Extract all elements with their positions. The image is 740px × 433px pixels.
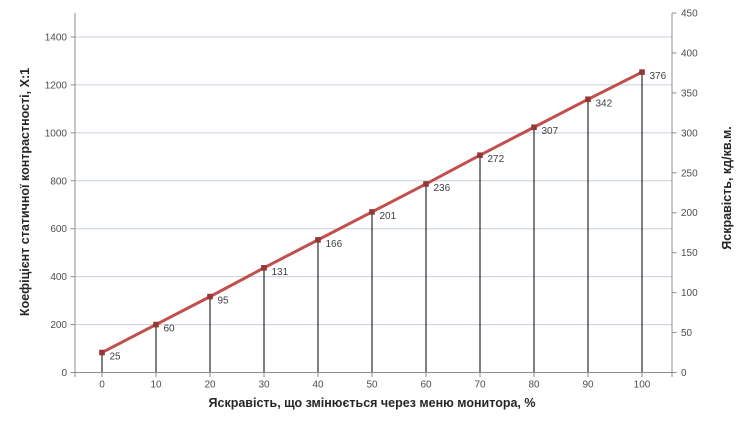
data-point-label: 60 [164, 324, 176, 335]
data-point-marker [369, 209, 375, 215]
left-axis-tick-label: 400 [50, 272, 67, 283]
left-axis-tick-label: 1400 [45, 32, 68, 43]
x-axis-tick-label: 50 [366, 380, 378, 391]
data-point-label: 307 [542, 126, 559, 137]
data-point-label: 95 [218, 296, 230, 307]
data-point-marker [153, 321, 159, 328]
data-point-marker [639, 69, 645, 75]
left-axis-tick-label: 800 [50, 176, 67, 187]
x-axis-tick-label: 30 [258, 380, 270, 391]
data-point-label: 131 [272, 267, 289, 278]
data-point-label: 376 [650, 71, 667, 82]
left-axis-tick-label: 1200 [45, 80, 68, 91]
x-axis-tick-label: 100 [634, 380, 651, 391]
right-axis-tick-label: 200 [681, 208, 698, 219]
data-point-label: 342 [596, 98, 613, 109]
right-axis-tick-label: 350 [681, 88, 698, 99]
data-point-label: 236 [434, 183, 451, 194]
x-axis-tick-label: 40 [312, 380, 324, 391]
right-axis-tick-label: 300 [681, 128, 698, 139]
left-axis-tick-label: 1000 [45, 128, 68, 139]
left-axis-title: Коефіцієнт статичної контрастності, Х:1 [18, 67, 32, 317]
data-point-label: 166 [326, 239, 343, 250]
data-point-marker [99, 349, 105, 356]
data-point-label: 272 [488, 154, 505, 165]
data-point-marker [531, 124, 537, 131]
data-point-label: 201 [380, 211, 397, 222]
data-point-label: 25 [110, 352, 122, 363]
x-axis-tick-label: 70 [474, 380, 486, 391]
x-axis-tick-label: 80 [528, 380, 540, 391]
x-axis-tick-label: 20 [204, 380, 216, 391]
right-axis-tick-label: 150 [681, 248, 698, 259]
data-point-marker [261, 265, 267, 271]
right-axis-tick-label: 100 [681, 288, 698, 299]
data-point-marker [585, 96, 591, 103]
left-axis-tick-label: 200 [50, 320, 67, 331]
x-axis-tick-label: 60 [420, 380, 432, 391]
right-axis-tick-label: 250 [681, 168, 698, 179]
data-point-marker [315, 237, 321, 243]
data-point-marker [477, 152, 483, 159]
left-axis-tick-label: 0 [61, 368, 67, 379]
data-point-marker [207, 293, 213, 300]
x-axis-tick-label: 90 [582, 380, 594, 391]
x-axis-title: Яскравість, що змінюється через меню мон… [208, 396, 536, 410]
data-point-marker [423, 181, 429, 187]
right-axis-title: Яскравість, кд/кв.м. [720, 126, 734, 250]
right-axis-tick-label: 0 [681, 368, 687, 379]
x-axis-tick-label: 10 [150, 380, 162, 391]
right-axis-tick-label: 50 [681, 328, 693, 339]
left-axis-tick-label: 600 [50, 224, 67, 235]
right-axis-tick-label: 450 [681, 9, 698, 20]
x-axis-tick-label: 0 [99, 380, 105, 391]
right-axis-tick-label: 400 [681, 48, 698, 59]
